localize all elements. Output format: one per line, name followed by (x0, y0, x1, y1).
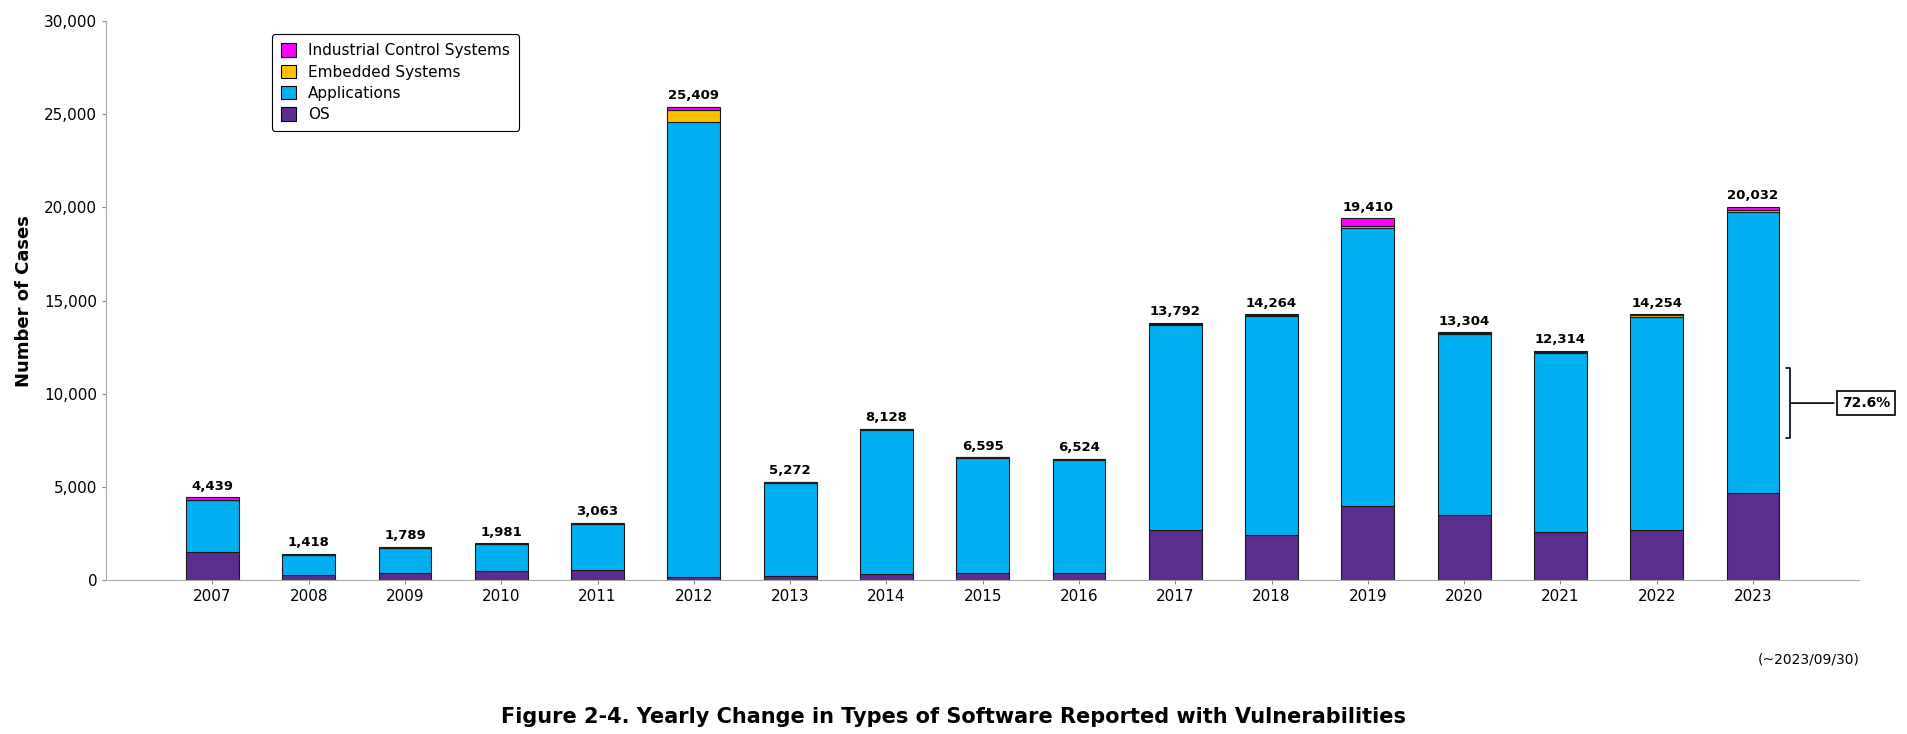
Bar (1436, 515, 1489, 580)
Text: 72.6%: 72.6% (1785, 368, 1890, 437)
Bar (1341, 226, 1394, 228)
Bar (570, 570, 624, 580)
Text: 12,314: 12,314 (1533, 333, 1585, 346)
Bar (475, 544, 528, 571)
Bar (1533, 352, 1587, 353)
Text: 14,264: 14,264 (1245, 297, 1297, 310)
Bar (667, 106, 721, 110)
Bar (667, 110, 721, 122)
Bar (1726, 207, 1779, 210)
Bar (185, 498, 238, 500)
Bar (955, 457, 1009, 458)
Bar (282, 555, 336, 575)
Text: 19,410: 19,410 (1343, 200, 1392, 214)
Bar (1148, 324, 1201, 325)
Bar (955, 573, 1009, 580)
Bar (1341, 219, 1394, 226)
Bar (763, 482, 816, 483)
Bar (1341, 228, 1394, 506)
Bar (860, 430, 912, 574)
Bar (570, 523, 624, 524)
Bar (378, 573, 431, 580)
Bar (1726, 210, 1779, 212)
Bar (667, 578, 721, 580)
Legend: Industrial Control Systems, Embedded Systems, Applications, OS: Industrial Control Systems, Embedded Sys… (271, 34, 519, 131)
Text: 1,789: 1,789 (383, 529, 425, 542)
Bar (1533, 531, 1587, 580)
Text: 6,524: 6,524 (1058, 441, 1098, 454)
Text: 13,304: 13,304 (1438, 315, 1489, 327)
Bar (1148, 325, 1201, 530)
Bar (860, 429, 912, 430)
Bar (185, 552, 238, 580)
Text: 8,128: 8,128 (866, 411, 908, 424)
Bar (1053, 459, 1104, 573)
Bar (1148, 323, 1201, 324)
Text: 20,032: 20,032 (1726, 189, 1777, 202)
Text: 14,254: 14,254 (1630, 297, 1682, 310)
Text: 6,595: 6,595 (961, 440, 1003, 453)
Y-axis label: Number of Cases: Number of Cases (15, 214, 32, 387)
Bar (378, 548, 431, 573)
Text: 3,063: 3,063 (576, 506, 618, 518)
Bar (860, 574, 912, 580)
Bar (185, 500, 238, 552)
Bar (475, 543, 528, 544)
Text: 5,272: 5,272 (769, 464, 810, 477)
Bar (667, 122, 721, 578)
Bar (1245, 316, 1297, 535)
Bar (1629, 314, 1682, 316)
Bar (1436, 333, 1489, 334)
Bar (570, 524, 624, 570)
Bar (1436, 334, 1489, 515)
Bar (1533, 351, 1587, 352)
Bar (282, 553, 336, 555)
Bar (1726, 212, 1779, 493)
Text: (~2023/09/30): (~2023/09/30) (1756, 653, 1857, 666)
Bar (1629, 530, 1682, 580)
Text: 25,409: 25,409 (667, 89, 719, 102)
Text: Figure 2-4. Yearly Change in Types of Software Reported with Vulnerabilities: Figure 2-4. Yearly Change in Types of So… (502, 707, 1405, 727)
Bar (1341, 506, 1394, 580)
Bar (1533, 353, 1587, 531)
Bar (1245, 314, 1297, 316)
Bar (475, 571, 528, 580)
Bar (763, 576, 816, 580)
Text: 4,439: 4,439 (191, 480, 233, 493)
Bar (1629, 316, 1682, 530)
Bar (282, 575, 336, 580)
Bar (955, 458, 1009, 573)
Bar (1245, 535, 1297, 580)
Bar (763, 483, 816, 576)
Bar (378, 547, 431, 548)
Bar (1053, 573, 1104, 580)
Bar (1148, 530, 1201, 580)
Bar (1726, 493, 1779, 580)
Text: 13,792: 13,792 (1150, 305, 1200, 319)
Text: 1,418: 1,418 (288, 536, 330, 549)
Text: 1,981: 1,981 (481, 526, 523, 539)
